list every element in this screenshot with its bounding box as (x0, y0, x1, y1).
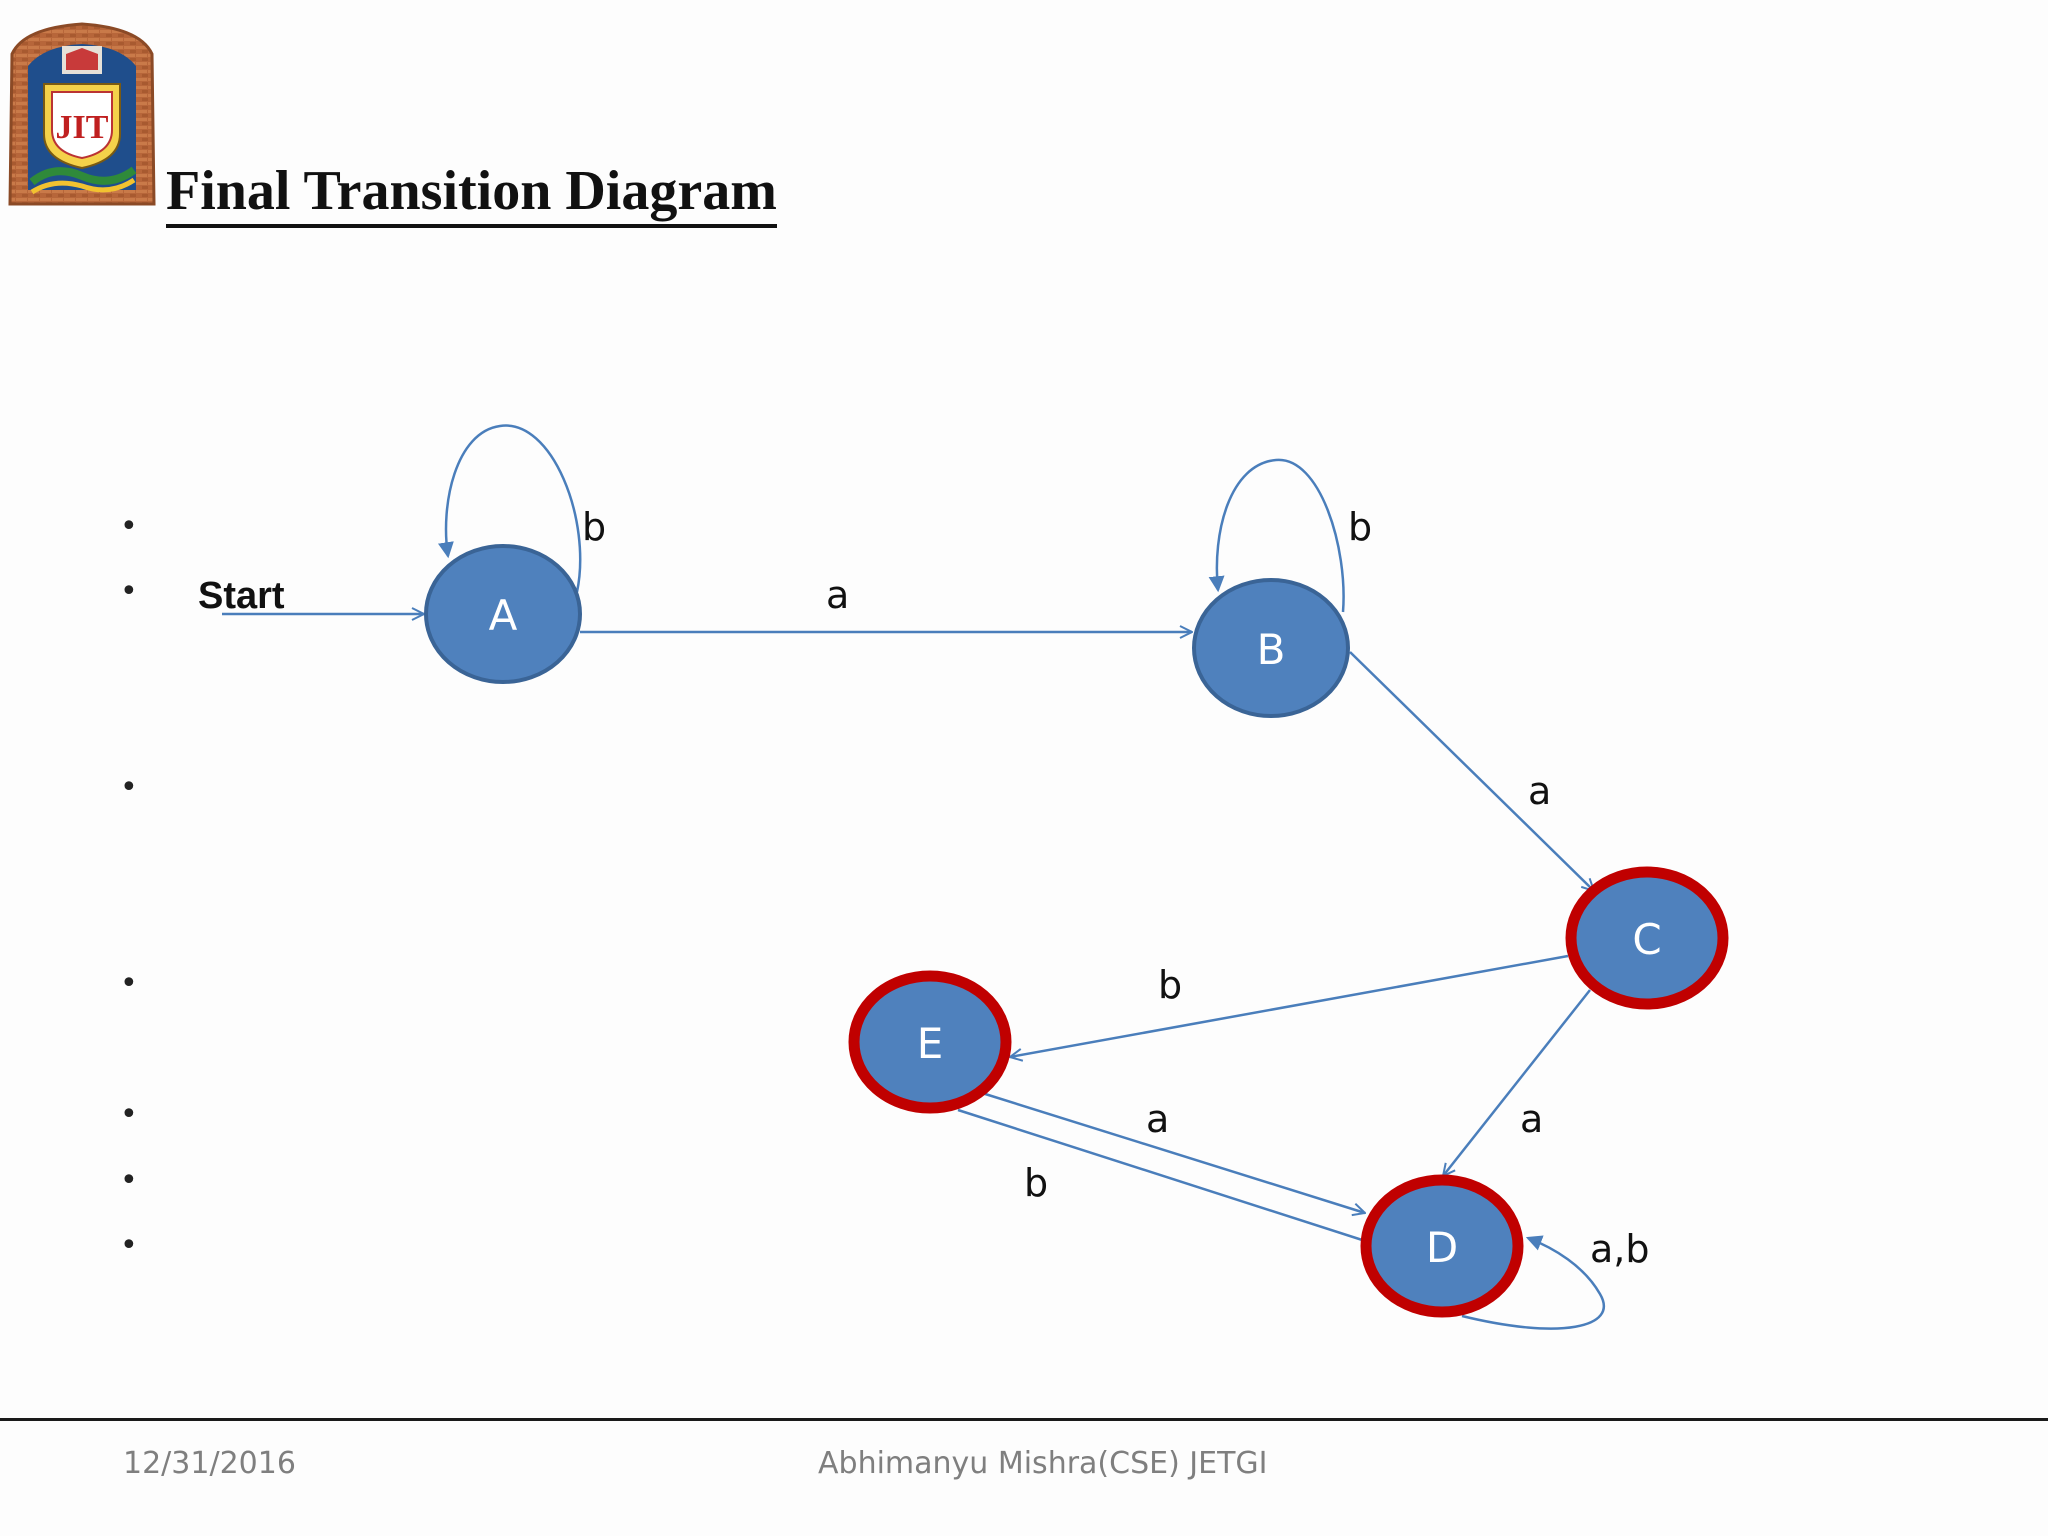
footer-author: Abhimanyu Mishra(CSE) JETGI (818, 1446, 1268, 1481)
bullet-marker: • (120, 574, 138, 609)
edge-a-a (438, 424, 582, 593)
state-c: C (1565, 866, 1729, 1010)
state-label: A (489, 591, 518, 640)
bullet-marker: • (120, 1228, 138, 1263)
state-label: C (1632, 915, 1661, 964)
bullet-marker: • (120, 1163, 138, 1198)
logo-text: JIT (56, 109, 109, 146)
bullet-marker: • (120, 770, 138, 805)
footer-divider (0, 1418, 2048, 1421)
state-e: E (848, 970, 1012, 1114)
bullet-marker: • (120, 1097, 138, 1132)
edge-label: b (582, 505, 606, 549)
edge-d-d (1461, 1235, 1606, 1330)
state-b: B (1192, 578, 1350, 718)
bullet-list: • • • • • • • (120, 0, 160, 1300)
edge-label: a (826, 573, 849, 617)
college-logo: JIT (8, 22, 156, 206)
edge-b-b (1208, 458, 1345, 613)
state-a: A (424, 544, 582, 684)
slide-title: Final Transition Diagram (166, 158, 777, 228)
bullet-marker: • (120, 509, 138, 544)
bullet-marker: • (120, 966, 138, 1001)
start-label: Start (198, 575, 285, 617)
edge-label: b (1348, 505, 1372, 549)
edge-label: a (1520, 1097, 1543, 1141)
state-label: B (1257, 625, 1286, 674)
edge-e-d-a (981, 1091, 1365, 1213)
transition-diagram: Start b a b a b a a b a,b A B C E D (198, 424, 1729, 1330)
state-d: D (1360, 1174, 1524, 1318)
state-label: D (1426, 1223, 1458, 1272)
edge-e-d-b (957, 1108, 1384, 1247)
footer-date: 12/31/2016 (123, 1446, 296, 1481)
edge-label: a (1528, 769, 1551, 813)
edge-b-c (1349, 651, 1594, 891)
state-label: E (917, 1019, 944, 1068)
edge-c-e (1010, 954, 1569, 1057)
edge-label: b (1024, 1161, 1048, 1205)
edge-label: a (1146, 1097, 1169, 1141)
edge-label: b (1158, 963, 1182, 1007)
edge-label: a,b (1590, 1227, 1650, 1271)
edge-c-d (1443, 989, 1591, 1176)
